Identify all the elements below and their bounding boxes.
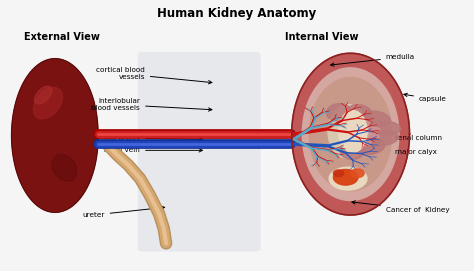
Polygon shape (11, 59, 98, 212)
Ellipse shape (351, 169, 364, 178)
Ellipse shape (340, 142, 365, 159)
Text: interlobular
blood vessels: interlobular blood vessels (91, 98, 212, 111)
Ellipse shape (368, 131, 399, 145)
Ellipse shape (366, 134, 379, 141)
Ellipse shape (326, 104, 351, 121)
Ellipse shape (346, 141, 358, 149)
Text: major calyx: major calyx (366, 149, 437, 155)
Ellipse shape (358, 138, 385, 154)
Text: medulla: medulla (331, 54, 415, 66)
Text: capsule: capsule (404, 93, 447, 102)
Ellipse shape (338, 111, 367, 152)
Ellipse shape (52, 154, 77, 181)
Ellipse shape (358, 139, 371, 146)
Ellipse shape (367, 127, 380, 134)
Text: renal column: renal column (371, 135, 442, 141)
Text: renal artery: renal artery (98, 135, 202, 141)
Text: Cancer of  Kidney: Cancer of Kidney (352, 201, 449, 213)
Text: renal vein: renal vein (104, 147, 202, 153)
Ellipse shape (351, 117, 363, 125)
Polygon shape (292, 53, 410, 215)
Ellipse shape (362, 111, 391, 127)
Ellipse shape (362, 121, 374, 128)
Text: Human Kidney Anatomy: Human Kidney Anatomy (157, 7, 317, 20)
Text: cortical blood
vessels: cortical blood vessels (96, 67, 212, 84)
Ellipse shape (333, 170, 344, 177)
Ellipse shape (328, 105, 368, 159)
Text: ureter: ureter (82, 206, 164, 218)
Polygon shape (310, 78, 392, 191)
Ellipse shape (333, 169, 358, 185)
Ellipse shape (35, 86, 52, 104)
Text: External View: External View (24, 32, 100, 42)
Polygon shape (302, 68, 399, 201)
Text: Internal View: Internal View (285, 32, 359, 42)
Ellipse shape (329, 167, 367, 190)
Ellipse shape (347, 105, 372, 122)
FancyBboxPatch shape (138, 52, 261, 251)
Ellipse shape (370, 121, 401, 135)
Ellipse shape (337, 117, 349, 124)
Ellipse shape (33, 88, 63, 119)
